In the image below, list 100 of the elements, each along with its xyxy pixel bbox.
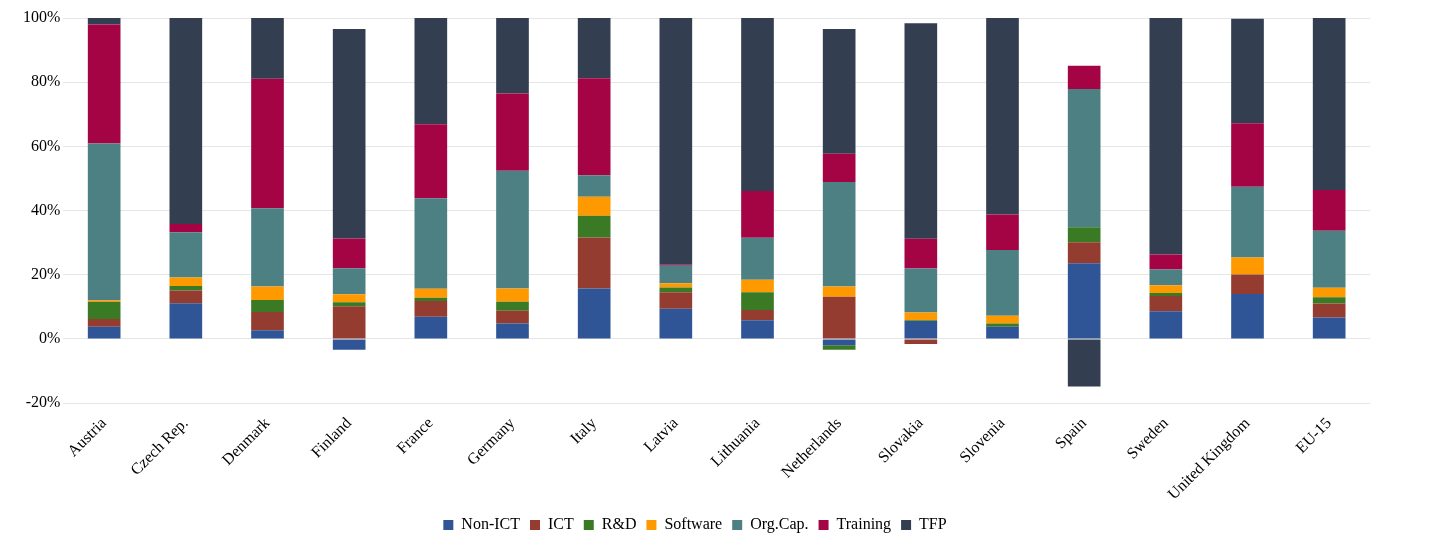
bar (577, 78, 611, 176)
bar (822, 339, 856, 346)
bar (414, 288, 448, 298)
bar (414, 18, 448, 125)
bar (986, 326, 1019, 339)
bar (1312, 297, 1346, 304)
bar (496, 18, 529, 94)
legend-label: Org.Cap. (750, 515, 809, 534)
bar (87, 24, 121, 144)
bar (1312, 303, 1346, 318)
bar (741, 320, 774, 339)
bar (741, 292, 774, 311)
bar (87, 143, 121, 301)
y-tick-label: 40% (31, 200, 61, 218)
bar (414, 198, 448, 289)
bar (904, 238, 938, 269)
y-tick-label: -20% (25, 393, 61, 411)
bar (169, 18, 203, 225)
bar (496, 323, 529, 339)
legend-label: Non-ICT (461, 515, 521, 533)
bar (87, 18, 121, 25)
bar (741, 310, 774, 321)
y-tick-label: 0% (39, 329, 61, 347)
bar (251, 78, 284, 209)
bar (1312, 18, 1346, 190)
bar (1067, 227, 1101, 243)
bar (414, 297, 448, 302)
bar (332, 306, 366, 339)
bar (1149, 293, 1183, 296)
legend-label: ICT (547, 515, 574, 533)
bar (577, 175, 611, 197)
bar (822, 153, 856, 182)
bar (251, 330, 284, 339)
bar (822, 345, 856, 350)
bar (1312, 287, 1346, 298)
bar (496, 310, 529, 324)
bar (1149, 311, 1183, 339)
bar (659, 265, 693, 284)
bar (1067, 242, 1101, 264)
bar (414, 124, 448, 199)
bar (904, 320, 938, 339)
bar (822, 286, 856, 297)
bar (496, 170, 529, 289)
bar (986, 323, 1019, 327)
bar (1312, 230, 1346, 288)
bar (1231, 274, 1264, 294)
bar (332, 302, 366, 307)
bar (986, 315, 1019, 324)
bar (1067, 65, 1101, 89)
bar (986, 18, 1019, 215)
bar (659, 308, 693, 339)
bar (251, 300, 284, 312)
bar (741, 18, 774, 191)
bar (1231, 18, 1264, 124)
legend-label: TFP (919, 515, 947, 533)
bar (577, 237, 611, 289)
bar (1312, 317, 1346, 339)
bar (169, 232, 203, 278)
bar (1231, 293, 1264, 339)
bar (577, 288, 611, 339)
bar (1149, 269, 1183, 286)
bar (251, 311, 284, 331)
bar (332, 238, 366, 269)
bar (87, 301, 121, 319)
bar (169, 285, 203, 291)
bar (904, 23, 938, 239)
bar (169, 303, 203, 339)
bar (659, 283, 693, 288)
bar (822, 296, 856, 339)
bar (169, 290, 203, 304)
bar (986, 250, 1019, 316)
bar (741, 237, 774, 280)
legend-label: R&D (601, 515, 637, 533)
bar (904, 339, 938, 345)
bar (1067, 263, 1101, 339)
bar (496, 93, 529, 171)
bar (1231, 257, 1264, 275)
bar (1067, 339, 1101, 387)
bar (659, 292, 693, 309)
bar (904, 268, 938, 313)
bar (87, 318, 121, 327)
bar (577, 18, 611, 79)
bar (986, 214, 1019, 250)
bar (577, 196, 611, 216)
bar (1149, 295, 1183, 312)
bar (1312, 189, 1346, 231)
bar (577, 215, 611, 238)
bar (251, 286, 284, 301)
bar (659, 18, 693, 265)
bar (414, 301, 448, 317)
bar (332, 28, 366, 239)
bar (1231, 186, 1264, 258)
bar (741, 190, 774, 238)
y-tick-label: 60% (31, 136, 61, 154)
bar (904, 312, 938, 321)
bar (822, 181, 856, 287)
bar (251, 208, 284, 287)
bar (1149, 285, 1183, 293)
bar (496, 288, 529, 302)
y-tick-label: 20% (31, 264, 61, 282)
